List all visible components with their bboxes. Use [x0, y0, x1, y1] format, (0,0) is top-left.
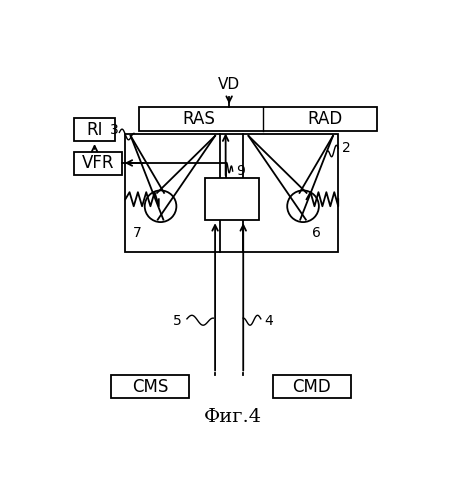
Text: 6: 6 — [312, 226, 321, 240]
Text: 3: 3 — [109, 123, 118, 137]
Bar — [111, 375, 189, 398]
Bar — [139, 107, 377, 131]
Text: RI: RI — [86, 121, 103, 139]
Text: 2: 2 — [342, 141, 350, 155]
Text: VFR: VFR — [82, 154, 114, 172]
Text: CMD: CMD — [292, 378, 331, 396]
Bar — [205, 178, 259, 221]
Text: RAS: RAS — [183, 110, 215, 128]
Text: 7: 7 — [133, 226, 141, 240]
Bar — [74, 152, 122, 175]
Text: 9: 9 — [236, 164, 245, 178]
Bar — [273, 375, 350, 398]
Bar — [125, 134, 338, 252]
Text: Фиг.4: Фиг.4 — [203, 408, 262, 426]
Text: VD: VD — [218, 77, 240, 92]
Text: RAD: RAD — [307, 110, 342, 128]
Text: CMS: CMS — [132, 378, 168, 396]
Text: 4: 4 — [264, 313, 273, 328]
Bar — [74, 118, 115, 141]
Text: 5: 5 — [173, 313, 182, 328]
